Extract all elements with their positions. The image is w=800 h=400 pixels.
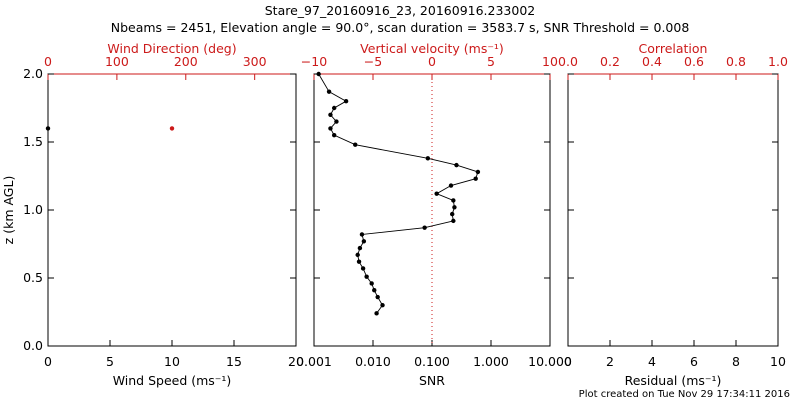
top-tick-label: 5 (487, 54, 495, 69)
data-point (353, 142, 358, 147)
data-point (332, 133, 337, 138)
data-point (450, 211, 455, 217)
bottom-tick-label: 20 (288, 354, 304, 369)
y-tick-label: 0.5 (23, 270, 43, 285)
data-point (434, 191, 439, 196)
bottom-tick-label: 0 (44, 354, 52, 369)
snr-panel-bottom-label: SNR (419, 373, 445, 388)
bottom-tick-label: 10.000 (528, 354, 572, 369)
bottom-tick-label: 5 (106, 354, 114, 369)
wind-panel-top-label: Wind Direction (deg) (107, 41, 236, 56)
data-point (343, 99, 349, 104)
bottom-tick-label: 10 (164, 354, 180, 369)
y-tick-label: 2.0 (23, 66, 43, 81)
data-point (360, 266, 366, 271)
data-point (328, 112, 333, 118)
top-tick-label: 0.6 (684, 54, 704, 69)
data-point (169, 126, 175, 131)
data-point (357, 245, 363, 251)
top-tick-label: 0.2 (600, 54, 620, 69)
data-point (451, 198, 456, 203)
data-point (326, 89, 332, 94)
top-tick-label: 0 (44, 54, 52, 69)
data-point (374, 311, 379, 316)
data-point (425, 156, 431, 161)
plot-frame (567, 73, 779, 347)
top-tick-label: 10 (542, 54, 558, 69)
data-point (454, 162, 459, 168)
data-point (452, 205, 457, 210)
y-tick-label: 1.5 (23, 134, 43, 149)
plot-credit: Plot created on Tue Nov 29 17:34:11 2016 (579, 389, 790, 400)
data-point (451, 218, 456, 224)
bottom-tick-label: 8 (732, 354, 740, 369)
top-tick-label: 0.4 (642, 54, 662, 69)
bottom-tick-label: 4 (648, 354, 656, 369)
data-point (375, 294, 380, 300)
data-point (369, 281, 374, 286)
data-point (355, 252, 360, 258)
top-tick-label: 300 (243, 54, 267, 69)
top-tick-label: 0 (428, 54, 436, 69)
figure-subtitle: Nbeams = 2451, Elevation angle = 90.0°, … (111, 20, 690, 35)
y-tick-label: 0.0 (23, 338, 43, 353)
figure-title: Stare_97_20160916_23, 20160916.233002 (265, 3, 536, 18)
data-point (380, 303, 385, 308)
bottom-tick-label: 1.000 (473, 354, 509, 369)
data-point (473, 176, 478, 181)
data-point (332, 105, 337, 111)
bottom-tick-label: 15 (226, 354, 242, 369)
bottom-tick-label: 0 (564, 354, 572, 369)
top-tick-label: 100 (105, 54, 129, 69)
correlation-panel-top-label: Correlation (639, 41, 708, 56)
data-point (448, 183, 454, 188)
snr-profile-line (318, 73, 479, 314)
correlation-panel: Correlation Residual (ms⁻¹) 0 2 4 6 8 10 0.0 0.… (558, 41, 788, 388)
data-point (364, 274, 369, 279)
plot-frame (47, 73, 297, 347)
top-tick-label: 1.0 (768, 54, 788, 69)
bottom-tick-label: 6 (690, 354, 698, 369)
bottom-tick-label: 0.010 (355, 354, 391, 369)
data-point (316, 71, 321, 77)
top-tick-label: 0.8 (726, 54, 746, 69)
data-point (361, 239, 367, 244)
snr-panel-top-label: Vertical velocity (ms⁻¹) (360, 41, 504, 56)
data-point (334, 119, 339, 124)
wind-panel: Wind Direction (deg) Wind Speed (ms⁻¹) z… (1, 41, 304, 388)
correlation-panel-bottom-label: Residual (ms⁻¹) (625, 373, 722, 388)
data-point (328, 126, 333, 131)
wind-panel-bottom-label: Wind Speed (ms⁻¹) (113, 373, 232, 388)
top-tick-label: 200 (174, 54, 198, 69)
top-tick-label: −10 (301, 54, 327, 69)
data-point (422, 225, 427, 230)
bottom-tick-label: 0.001 (296, 354, 332, 369)
data-point (356, 259, 362, 264)
data-point (45, 126, 51, 131)
top-tick-label: 0.0 (558, 54, 578, 69)
data-point (372, 288, 377, 293)
bottom-tick-label: 10 (770, 354, 786, 369)
y-tick-label: 1.0 (23, 202, 43, 217)
bottom-tick-label: 2 (606, 354, 614, 369)
top-tick-label: −5 (364, 54, 382, 69)
data-point (475, 169, 481, 175)
wind-panel-y-label: z (km AGL) (1, 176, 16, 245)
bottom-tick-label: 0.100 (414, 354, 450, 369)
data-point (359, 232, 365, 237)
snr-panel: Vertical velocity (ms⁻¹) SNR 0.001 0.010 0… (296, 41, 572, 388)
